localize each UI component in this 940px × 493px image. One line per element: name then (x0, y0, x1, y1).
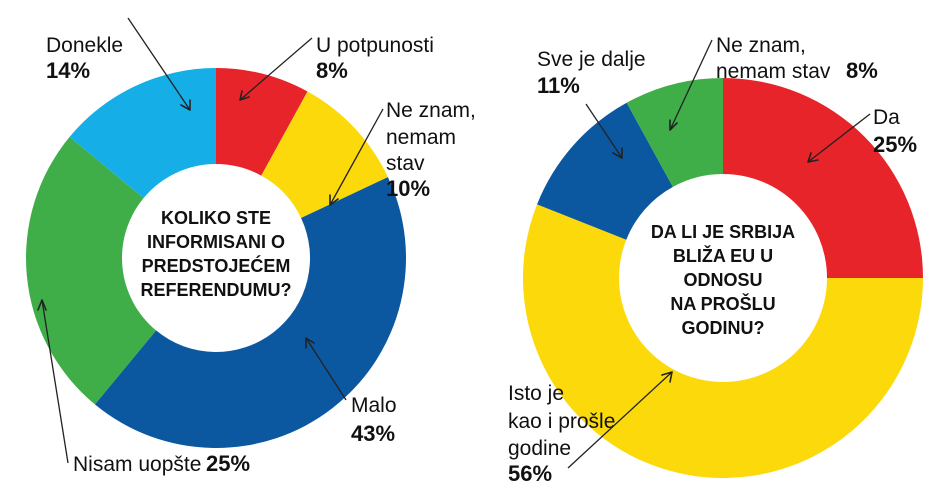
center-question-line: GODINU? (682, 318, 765, 338)
slice-label-name: Donekle (46, 34, 123, 57)
slice-label-name: U potpunosti (316, 34, 434, 57)
center-question-line: NA PROŠLU (670, 293, 775, 314)
leader-arrow (239, 37, 313, 101)
leader-arrow (305, 337, 347, 401)
leader-arrow (329, 108, 384, 206)
leader-arrow (180, 99, 191, 111)
donut-chart-eu: DA LI JE SRBIJA BLIŽA EU U ODNOSU NA PRO… (508, 34, 923, 486)
leader-arrows (37, 17, 384, 464)
slice-label-name: stav (386, 152, 425, 175)
donut-slice (537, 102, 673, 240)
slice-label-name: Ne znam, (386, 99, 476, 122)
slice-label-name: Malo (351, 394, 397, 417)
slice-label-name: Sve je dalje (537, 48, 646, 71)
center-question-line: REFERENDUMU? (141, 280, 292, 300)
center-question-line: PREDSTOJEĆEM (142, 255, 291, 276)
donut-slice (94, 177, 407, 449)
leader-arrow (37, 299, 47, 311)
center-question-line: INFORMISANI O (147, 232, 285, 252)
leader-arrow (41, 299, 69, 464)
donut-slice (69, 68, 217, 199)
slice-label-name: Da (873, 106, 900, 129)
center-question-line: DA LI JE SRBIJA (651, 222, 795, 242)
slice-labels: U potpunosti 8% Ne znam, nemam stav 10% … (46, 34, 476, 476)
center-question-line: ODNOSU (683, 270, 762, 290)
center-question: DA LI JE SRBIJA BLIŽA EU U ODNOSU NA PRO… (651, 222, 795, 338)
center-question-line: BLIŽA EU U (673, 245, 773, 266)
slice-label-value: 10% (386, 176, 430, 201)
center-question: KOLIKO STE INFORMISANI O PREDSTOJEĆEM RE… (141, 208, 292, 300)
slice-label-value: 43% (351, 421, 395, 446)
slice-label-name: nemam stav (716, 60, 831, 83)
leader-arrow (661, 371, 673, 383)
leader-arrow (669, 119, 678, 131)
donut-slices (523, 78, 923, 478)
slice-label-value: 25% (873, 132, 917, 157)
donut-slice (723, 78, 923, 278)
leader-arrow (669, 39, 713, 131)
donut-chart-informed: KOLIKO STE INFORMISANI O PREDSTOJEĆEM RE… (25, 17, 476, 476)
slice-label-name: kao i prošle (508, 410, 615, 433)
slice-label-name: Nisam uopšte (73, 453, 201, 476)
leader-arrow (127, 17, 191, 111)
donut-slice (261, 91, 388, 218)
slice-label-value: 25% (206, 451, 250, 476)
donut-slice (523, 204, 923, 478)
leader-arrow (807, 113, 871, 163)
slice-label-value: 8% (846, 58, 878, 83)
leader-arrow (807, 152, 819, 163)
slice-label-name: Isto je (508, 382, 564, 405)
slice-label-name: godine (508, 437, 571, 460)
donut-slices (25, 68, 407, 449)
slice-label-value: 8% (316, 58, 348, 83)
leader-arrow (239, 90, 250, 101)
slice-label-name: Ne znam, (716, 34, 806, 57)
leader-arrow (567, 371, 673, 469)
donut-slice (626, 78, 723, 187)
slice-label-value: 11% (537, 73, 580, 98)
leader-arrow (329, 194, 339, 206)
slice-label-value: 56% (508, 461, 552, 486)
center-question-line: KOLIKO STE (161, 208, 271, 228)
leader-arrow (585, 103, 623, 159)
donut-slice (25, 136, 157, 405)
donut-slice (216, 68, 308, 176)
leader-arrows (567, 39, 871, 469)
leader-arrow (612, 147, 623, 159)
leader-arrow (305, 337, 315, 349)
slice-label-name: nemam (386, 126, 456, 149)
slice-label-value: 14% (46, 58, 90, 83)
slice-labels: Da 25% Isto je kao i prošle godine 56% S… (508, 34, 917, 486)
